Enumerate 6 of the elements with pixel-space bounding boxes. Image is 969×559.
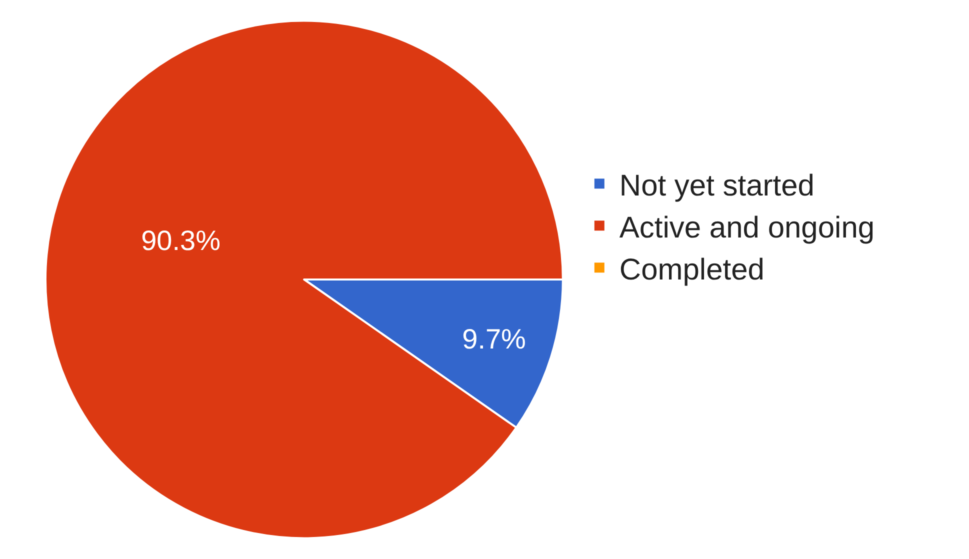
data-label: 90.3% [141,225,220,256]
data-label: 9.7% [462,324,526,355]
legend-label: Not yet started [619,169,814,202]
legend-label: Active and ongoing [619,211,875,244]
pie-slice [44,20,564,539]
legend-label: Completed [619,253,764,286]
